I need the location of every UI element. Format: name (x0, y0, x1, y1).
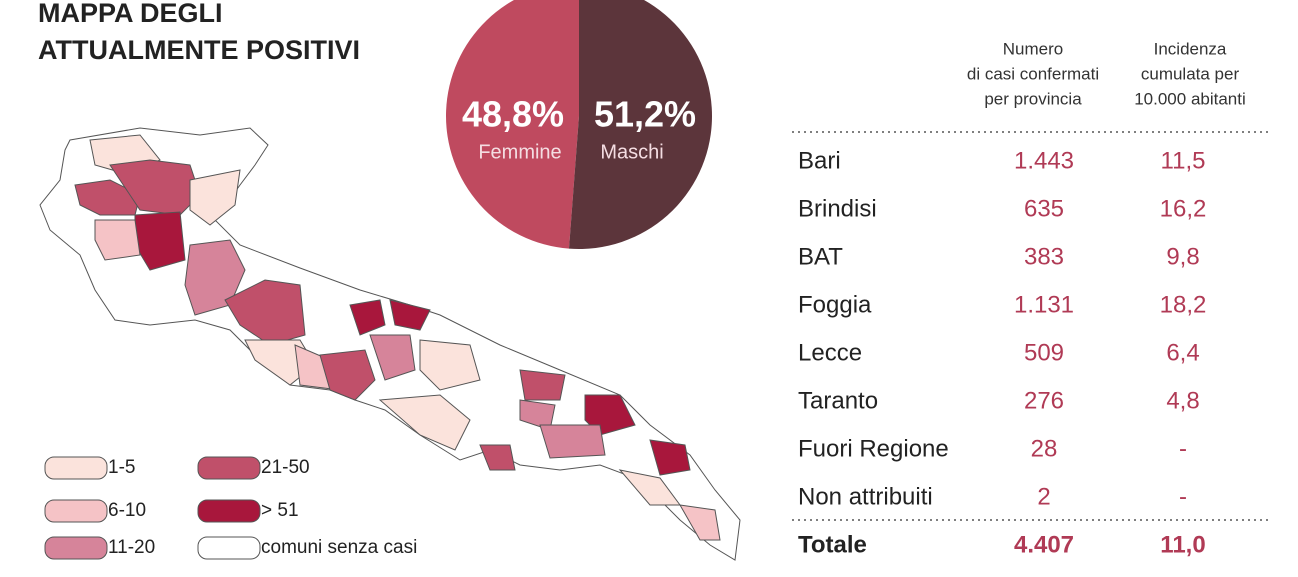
table-cell: 383 (1024, 243, 1064, 270)
table-cell: 2 (1037, 483, 1050, 510)
pie-slice (568, 0, 713, 249)
pie-value-label: 48,8% (462, 94, 564, 135)
legend-label: comuni senza casi (261, 537, 417, 558)
legend: 1-5 6-10 11-20 21-50 > 51 comuni senza casi (44, 456, 417, 560)
legend-label: 6-10 (108, 500, 146, 521)
table-cell: 276 (1024, 387, 1064, 414)
table-cell: - (1179, 483, 1187, 510)
table-cell: 11,5 (1161, 147, 1206, 174)
column-header: Numero (1003, 39, 1063, 58)
legend-label: 11-20 (108, 537, 155, 558)
legend-swatch (44, 456, 108, 480)
title-line: ATTUALMENTE POSITIVI (38, 35, 360, 65)
title-line: MAPPA DEGLI (38, 0, 223, 28)
table-cell: 1.443 (1014, 147, 1074, 174)
table-cell: 1.131 (1014, 291, 1074, 318)
table-cell: 635 (1024, 195, 1064, 222)
legend-label: 21-50 (261, 457, 310, 478)
pie-chart: 48,8% Femmine 51,2% Maschi (446, 0, 713, 249)
legend-swatch (197, 499, 261, 523)
table-cell: 11,0 (1160, 531, 1205, 558)
legend-label: > 51 (261, 500, 299, 521)
pie-slice (446, 0, 579, 249)
column-header: cumulata per (1141, 64, 1240, 83)
legend-label: 1-5 (108, 457, 135, 478)
row-label: Brindisi (798, 195, 877, 222)
table-cell: 6,4 (1166, 339, 1199, 366)
row-label: BAT (798, 243, 843, 270)
row-label: Taranto (798, 387, 878, 414)
table-cell: 4.407 (1014, 531, 1074, 558)
row-label: Bari (798, 147, 841, 174)
pie-category-label: Femmine (478, 141, 561, 163)
table-cell: 28 (1031, 435, 1058, 462)
column-header: 10.000 abitanti (1134, 89, 1246, 108)
table-cell: - (1179, 435, 1187, 462)
table-cell: 16,2 (1160, 195, 1207, 222)
row-label: Lecce (798, 339, 862, 366)
table-cell: 4,8 (1166, 387, 1199, 414)
row-label: Foggia (798, 291, 872, 318)
row-label: Fuori Regione (798, 435, 949, 462)
column-header: Incidenza (1154, 39, 1227, 58)
table-cell: 9,8 (1166, 243, 1199, 270)
column-header: di casi confermati (967, 64, 1099, 83)
table-cell: 18,2 (1160, 291, 1207, 318)
column-header: per provincia (984, 89, 1082, 108)
legend-swatch (197, 536, 261, 560)
pie-category-label: Maschi (600, 141, 663, 163)
table: Numero di casi confermati per provincia Inc… (792, 39, 1272, 558)
row-label: Non attribuiti (798, 483, 933, 510)
pie-value-label: 51,2% (594, 94, 696, 135)
legend-swatch (44, 536, 108, 560)
table-cell: 509 (1024, 339, 1064, 366)
legend-swatch (44, 499, 108, 523)
legend-swatch (197, 456, 261, 480)
row-label: Totale (798, 531, 867, 558)
map (39, 127, 741, 561)
